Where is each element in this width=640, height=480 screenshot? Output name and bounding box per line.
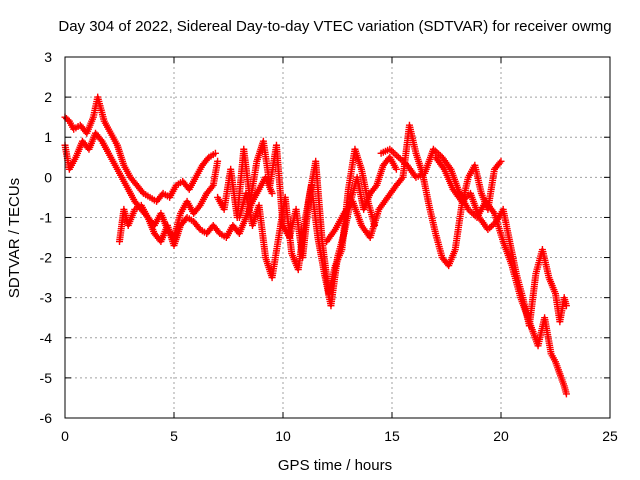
data-point xyxy=(97,136,105,144)
data-point xyxy=(268,189,276,197)
data-point xyxy=(391,150,399,158)
series-trace-a xyxy=(61,93,219,205)
y-tick-label: -6 xyxy=(40,410,53,426)
series-trace-f xyxy=(323,121,505,270)
y-tick-label: -5 xyxy=(40,370,53,386)
data-point xyxy=(487,222,495,230)
series-trace-h xyxy=(432,153,570,330)
x-tick-label: 0 xyxy=(61,428,69,444)
data-marks xyxy=(61,93,570,398)
data-point xyxy=(214,157,222,165)
y-tick-label: -3 xyxy=(40,290,53,306)
y-tick-label: 2 xyxy=(44,89,52,105)
y-tick-label: -4 xyxy=(40,330,53,346)
data-point xyxy=(562,302,570,310)
data-point xyxy=(195,203,203,211)
y-tick-label: 1 xyxy=(44,129,52,145)
data-point xyxy=(208,183,216,191)
x-tick-label: 25 xyxy=(602,428,618,444)
x-tick-label: 20 xyxy=(493,428,509,444)
y-tick-label: -2 xyxy=(40,250,53,266)
data-point xyxy=(392,165,400,173)
x-axis-title: GPS time / hours xyxy=(278,457,392,474)
data-point xyxy=(496,159,504,167)
data-point xyxy=(371,183,379,191)
chart-title: Day 304 of 2022, Sidereal Day-to-day VTE… xyxy=(58,18,611,35)
y-tick-label: -1 xyxy=(40,209,53,225)
data-point xyxy=(393,152,401,160)
x-tick-label: 15 xyxy=(384,428,400,444)
x-tick-label: 10 xyxy=(275,428,291,444)
y-axis-title: SDTVAR / TECUs xyxy=(6,178,23,298)
grid-lines xyxy=(65,57,610,418)
data-point xyxy=(562,390,570,398)
y-tick-label: 0 xyxy=(44,169,52,185)
data-point xyxy=(468,209,476,217)
x-tick-label: 5 xyxy=(170,428,178,444)
series-trace-g xyxy=(377,145,570,398)
data-point xyxy=(211,149,219,157)
data-point xyxy=(497,157,505,165)
y-tick-label: 3 xyxy=(44,49,52,65)
plot-frame xyxy=(64,56,611,419)
series-trace-e xyxy=(235,153,400,310)
series-trace-c xyxy=(116,173,276,250)
data-point xyxy=(396,155,404,163)
data-point xyxy=(388,147,396,155)
data-point xyxy=(398,175,406,183)
axis-ticks xyxy=(64,56,611,419)
data-point xyxy=(395,153,403,161)
